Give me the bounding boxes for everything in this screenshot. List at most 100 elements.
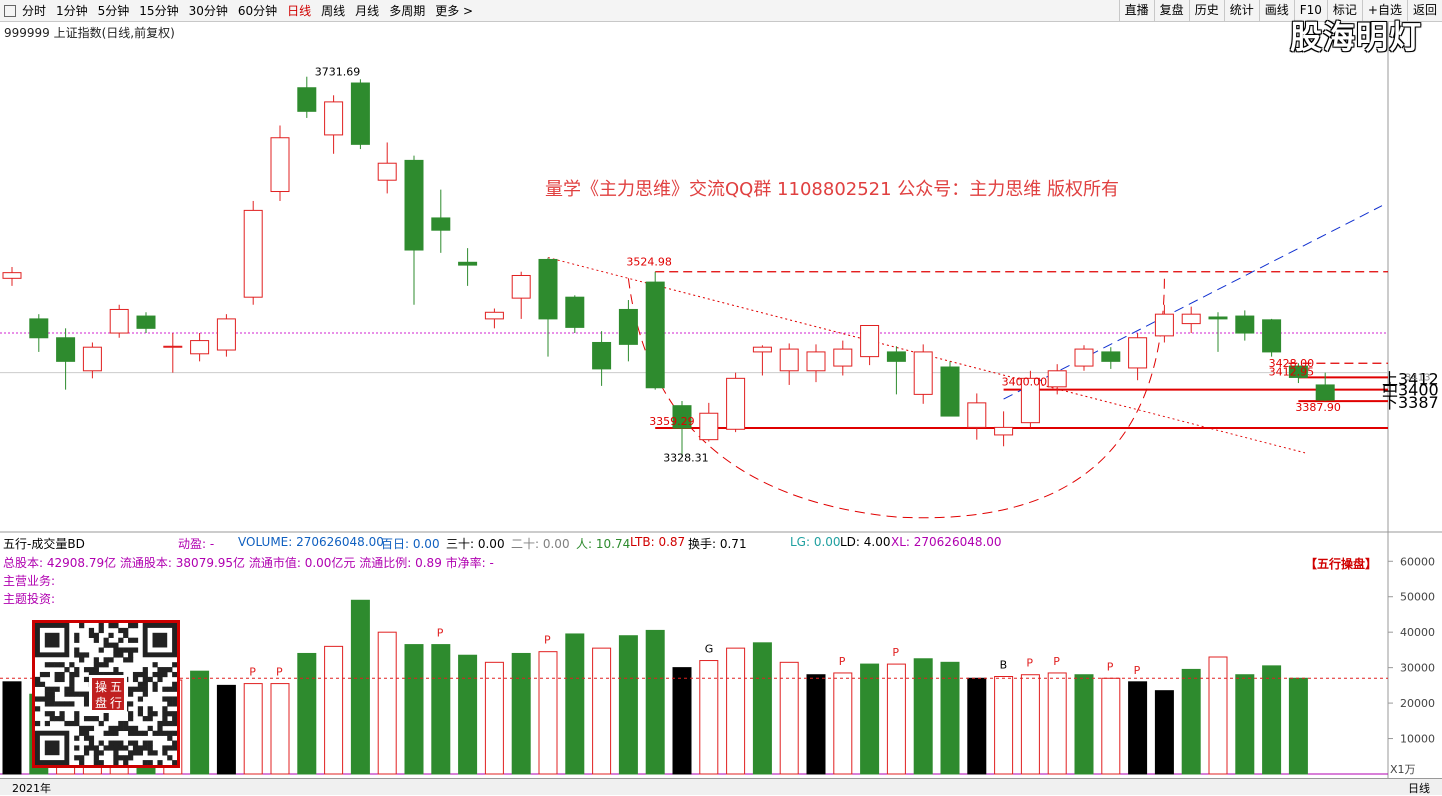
volume-marker-8: P — [1026, 657, 1033, 670]
candle-body — [994, 426, 1014, 436]
qr-module — [123, 657, 129, 663]
qr-module — [118, 755, 124, 761]
tool-buttons: 直播 复盘 历史 统计 画线 F10 标记 +自选 返回 — [1118, 0, 1442, 21]
tab-9[interactable]: 多周期 — [389, 4, 426, 18]
qr-module — [128, 750, 134, 756]
qr-module — [54, 686, 60, 692]
candle-body — [190, 340, 210, 355]
volume-indicator-title[interactable]: 五行-成交量BD — [3, 537, 85, 551]
qr-module — [44, 686, 50, 692]
qr-module — [49, 686, 55, 692]
tab-6[interactable]: 日线 — [287, 4, 312, 18]
price-axis-label-2: 下3387 — [1382, 393, 1439, 412]
candle-body — [967, 402, 987, 428]
candle-body — [672, 405, 692, 429]
volume-bar — [672, 667, 692, 775]
qr-module — [167, 745, 173, 751]
qr-module — [172, 662, 177, 668]
volume-bar — [1047, 672, 1067, 775]
qr-module — [118, 720, 124, 727]
qr-module — [69, 671, 75, 678]
tool-button-7[interactable]: +自选 — [1361, 0, 1407, 21]
qr-module — [59, 716, 65, 722]
wuxing-badge[interactable]: 【五行操盘】 — [1305, 557, 1378, 571]
candle-body — [1288, 365, 1308, 378]
tab-10[interactable]: 更多 > — [435, 4, 474, 18]
tool-button-5[interactable]: F10 — [1293, 0, 1327, 21]
qr-module — [93, 716, 99, 722]
qr-module — [123, 632, 129, 638]
period-label[interactable]: 日线 — [1408, 782, 1430, 795]
volume-bar — [458, 654, 478, 775]
qr-module — [128, 716, 134, 722]
volume-bar — [699, 660, 719, 775]
qr-module — [157, 676, 163, 683]
volume-marker-3: P — [544, 634, 551, 647]
tool-button-4[interactable]: 画线 — [1258, 0, 1294, 21]
tab-7[interactable]: 周线 — [321, 4, 346, 18]
tab-5[interactable]: 60分钟 — [237, 4, 278, 18]
layout-icon[interactable] — [4, 4, 16, 17]
qr-module — [142, 667, 148, 673]
qr-module — [142, 691, 148, 697]
tool-button-1[interactable]: 复盘 — [1153, 0, 1189, 21]
qr-module — [54, 676, 60, 683]
tool-button-2[interactable]: 历史 — [1188, 0, 1224, 21]
qr-module — [152, 662, 158, 668]
qr-module — [98, 662, 104, 668]
qr-module — [83, 745, 90, 751]
qr-module — [142, 745, 148, 751]
qr-module — [172, 681, 177, 687]
qr-module — [103, 642, 109, 648]
qr-module — [83, 730, 90, 736]
qr-module — [108, 642, 114, 648]
volume-axis-label-0: 60000 — [1400, 555, 1435, 568]
qr-module — [128, 711, 134, 717]
period-tabs: 分时 1分钟 5分钟 15分钟 30分钟 60分钟 日线 周线 月线 多周期 更多 > — [0, 0, 483, 21]
volume-marker-1: P — [276, 666, 283, 679]
qr-module — [98, 623, 104, 629]
candle-body — [1128, 337, 1148, 369]
qr-module — [74, 716, 80, 722]
tool-button-6[interactable]: 标记 — [1326, 0, 1362, 21]
qr-module — [132, 745, 139, 751]
candle-body — [618, 308, 638, 345]
qr-module — [113, 745, 119, 751]
qr-module — [152, 711, 158, 717]
volume-bar — [1154, 690, 1174, 775]
tool-button-0[interactable]: 直播 — [1118, 0, 1154, 21]
qr-module — [128, 657, 134, 663]
volume-bar — [1101, 677, 1121, 775]
tab-1[interactable]: 1分钟 — [56, 4, 88, 18]
tab-4[interactable]: 30分钟 — [188, 4, 228, 18]
candle-body — [645, 281, 665, 389]
time-axis-bar: 2021年 日线 — [0, 778, 1442, 795]
qr-module — [123, 760, 129, 765]
tool-button-3[interactable]: 统计 — [1223, 0, 1259, 21]
volume-stat-4: 二十: 0.00 — [511, 537, 570, 551]
qr-module — [74, 667, 80, 673]
qr-module — [162, 750, 168, 756]
volume-bar — [1128, 681, 1148, 775]
qr-module — [162, 696, 168, 702]
qr-module — [35, 676, 41, 683]
tab-2[interactable]: 5分钟 — [97, 4, 130, 18]
qr-module — [108, 740, 114, 746]
tab-0[interactable]: 分时 — [22, 4, 47, 18]
price-annotation-3: 3328.31 — [663, 451, 709, 464]
qr-seal-char: 五 — [110, 680, 122, 694]
candle-body — [538, 258, 558, 320]
tab-3[interactable]: 15分钟 — [139, 4, 179, 18]
qr-module — [162, 671, 168, 678]
candle-body — [1074, 348, 1094, 367]
qr-module — [79, 730, 85, 736]
qr-module — [162, 745, 168, 751]
volume-bar — [1262, 665, 1282, 775]
qr-module — [49, 696, 55, 702]
volume-bar — [967, 677, 987, 775]
tool-button-8[interactable]: 返回 — [1406, 0, 1442, 21]
qr-module — [79, 623, 85, 629]
qr-module — [88, 667, 95, 673]
tab-8[interactable]: 月线 — [355, 4, 380, 18]
